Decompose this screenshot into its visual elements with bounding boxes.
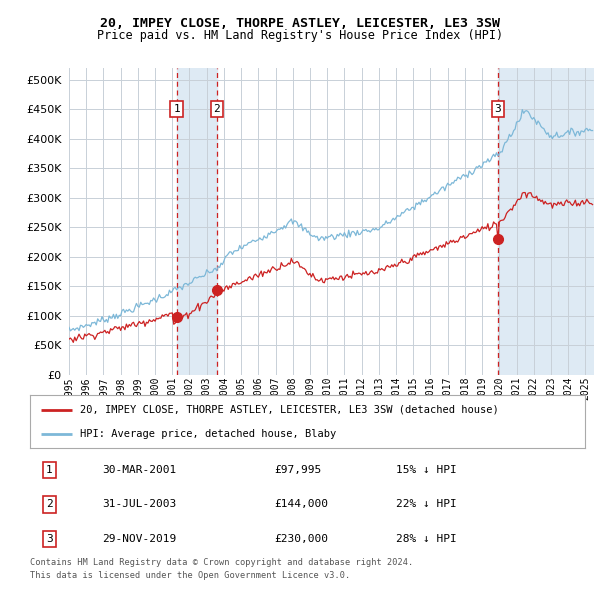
Text: 31-JUL-2003: 31-JUL-2003 [102,500,176,509]
Text: £97,995: £97,995 [274,466,322,475]
Text: 3: 3 [46,534,53,543]
Text: 1: 1 [173,104,180,114]
Text: £230,000: £230,000 [274,534,328,543]
Text: 20, IMPEY CLOSE, THORPE ASTLEY, LEICESTER, LE3 3SW: 20, IMPEY CLOSE, THORPE ASTLEY, LEICESTE… [100,17,500,30]
Text: 3: 3 [494,104,501,114]
Text: 30-MAR-2001: 30-MAR-2001 [102,466,176,475]
Text: 22% ↓ HPI: 22% ↓ HPI [397,500,457,509]
Text: 15% ↓ HPI: 15% ↓ HPI [397,466,457,475]
Text: Contains HM Land Registry data © Crown copyright and database right 2024.: Contains HM Land Registry data © Crown c… [30,558,413,567]
Text: 1: 1 [46,466,53,475]
Text: 2: 2 [214,104,220,114]
Bar [176,68,217,375]
Text: HPI: Average price, detached house, Blaby: HPI: Average price, detached house, Blab… [80,429,336,439]
Text: 2: 2 [46,500,53,509]
Text: 29-NOV-2019: 29-NOV-2019 [102,534,176,543]
Text: Price paid vs. HM Land Registry's House Price Index (HPI): Price paid vs. HM Land Registry's House … [97,30,503,42]
Bar [498,68,594,375]
Text: 20, IMPEY CLOSE, THORPE ASTLEY, LEICESTER, LE3 3SW (detached house): 20, IMPEY CLOSE, THORPE ASTLEY, LEICESTE… [80,405,499,415]
Text: This data is licensed under the Open Government Licence v3.0.: This data is licensed under the Open Gov… [30,571,350,580]
Text: £144,000: £144,000 [274,500,328,509]
Text: 28% ↓ HPI: 28% ↓ HPI [397,534,457,543]
